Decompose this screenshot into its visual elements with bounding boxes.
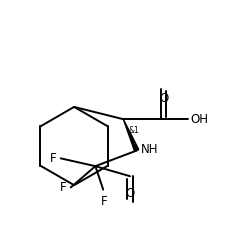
Polygon shape — [123, 119, 139, 151]
Text: O: O — [159, 92, 168, 105]
Text: F: F — [101, 195, 108, 208]
Text: F: F — [60, 181, 66, 194]
Text: OH: OH — [190, 113, 208, 126]
Text: &1: &1 — [129, 126, 140, 135]
Text: NH: NH — [141, 143, 159, 156]
Text: F: F — [50, 152, 56, 165]
Text: O: O — [125, 187, 135, 200]
